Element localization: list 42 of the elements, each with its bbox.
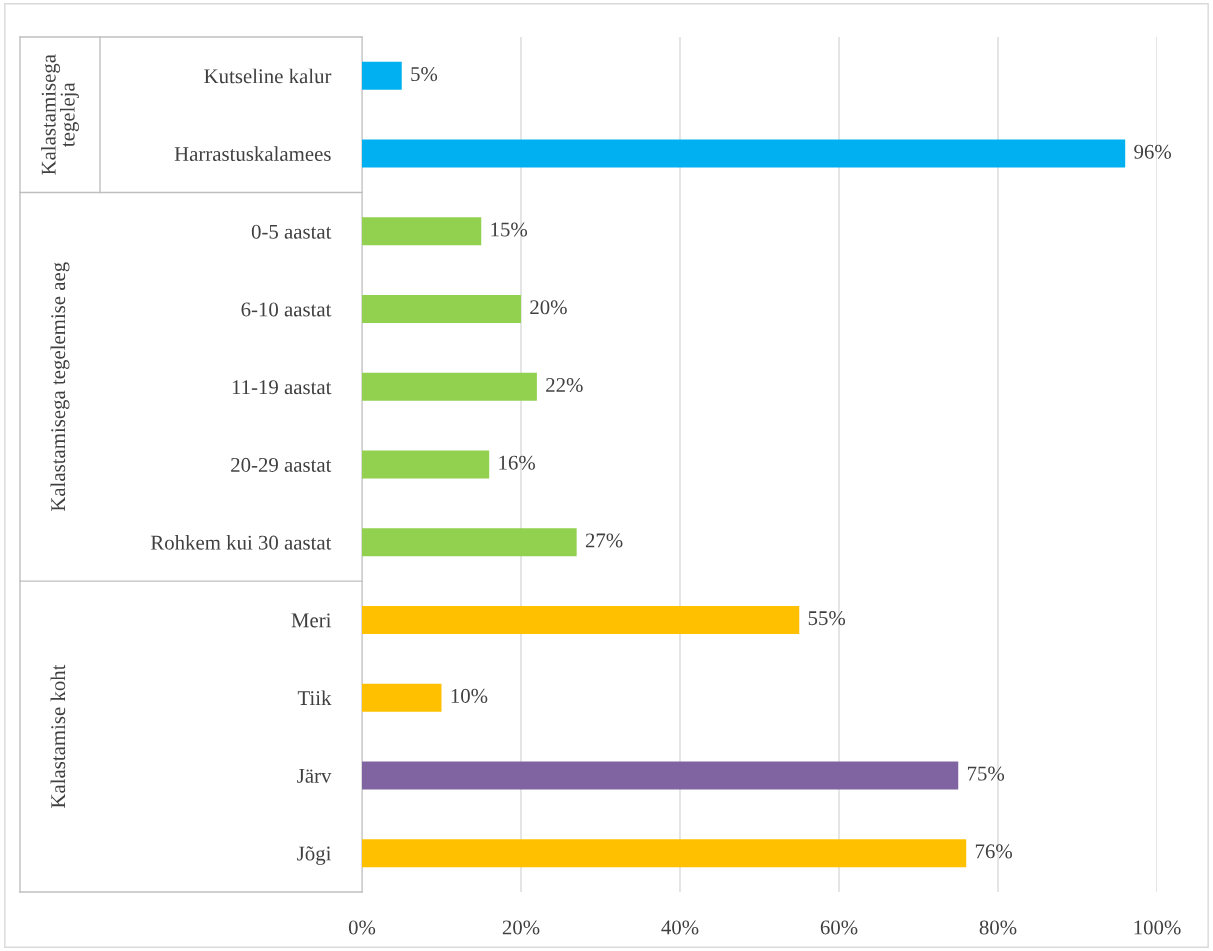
- data-label: 15%: [491, 222, 528, 237]
- bar: [362, 605, 800, 634]
- y-tick-label: 6-10 aastat: [241, 302, 332, 317]
- text: Kalastamise koht: [50, 664, 66, 808]
- bar: [362, 761, 959, 790]
- bar: [362, 450, 490, 479]
- text: Kalastamisega tegeleja: [41, 54, 79, 175]
- y-tick-label: 20-29 aastat: [231, 457, 332, 472]
- bar: [362, 528, 577, 557]
- y-tick-label: 0-5 aastat: [251, 224, 332, 239]
- y-tick-label: Jõgi: [297, 846, 332, 865]
- data-label: 20%: [530, 300, 567, 315]
- data-label: 22%: [546, 377, 583, 393]
- x-tick-label: 100%: [1134, 920, 1181, 935]
- bar: [362, 295, 521, 324]
- x-tick-label: 0%: [348, 920, 376, 935]
- data-label: 16%: [499, 455, 536, 470]
- bar: [362, 372, 537, 401]
- bar: [362, 839, 967, 868]
- data-label: 55%: [808, 611, 846, 626]
- x-tick-label: 20%: [502, 920, 540, 935]
- data-label: 27%: [585, 533, 623, 548]
- x-tick-label: 80%: [979, 920, 1017, 935]
- data-label: 5%: [411, 67, 438, 82]
- data-label: 96%: [1134, 144, 1172, 159]
- y-tick-label: Rohkem kui 30 aastat: [150, 535, 332, 550]
- bar: [362, 217, 482, 246]
- y-tick-label: Tiik: [297, 690, 332, 705]
- text: Kalastamisega tegelemise aeg: [50, 262, 70, 512]
- bar: [362, 139, 1126, 168]
- y-tick-label: Meri: [291, 613, 332, 628]
- y-tick-label: Harrastuskalamees: [174, 146, 331, 162]
- y-tick-label: Kutseline kalur: [204, 68, 332, 84]
- bar: [362, 61, 402, 90]
- y-tick-label: 11-19 aastat: [232, 380, 332, 395]
- x-tick-label: 60%: [820, 920, 858, 935]
- data-label: 75%: [967, 766, 1005, 781]
- data-label: 76%: [975, 844, 1013, 859]
- data-label: 10%: [451, 688, 488, 703]
- bar: [362, 683, 442, 712]
- x-tick-label: 40%: [661, 920, 699, 935]
- y-tick-label: Järv: [297, 768, 332, 783]
